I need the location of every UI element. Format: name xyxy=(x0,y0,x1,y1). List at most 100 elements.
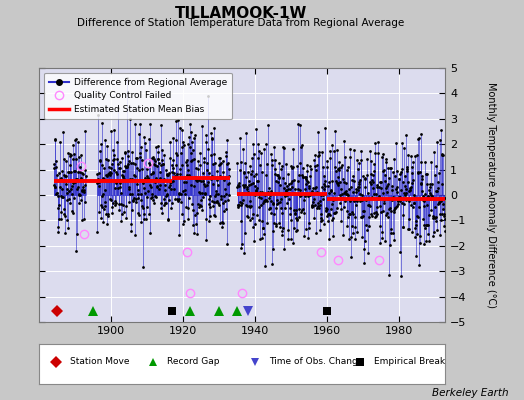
Point xyxy=(66,150,74,157)
Point xyxy=(64,225,72,231)
Point xyxy=(440,228,449,235)
Point xyxy=(119,202,127,208)
Point xyxy=(303,168,311,175)
Point xyxy=(357,214,365,220)
Point xyxy=(374,196,382,203)
Point xyxy=(361,184,369,191)
Point xyxy=(79,184,88,190)
Point xyxy=(288,164,297,171)
Point xyxy=(312,230,320,236)
Point xyxy=(221,198,229,205)
Point xyxy=(136,121,144,128)
Point xyxy=(309,199,317,205)
Point xyxy=(403,178,412,185)
Point xyxy=(319,192,328,198)
Point xyxy=(351,214,359,220)
Point xyxy=(134,187,142,193)
Point xyxy=(277,196,285,202)
Point xyxy=(320,220,328,227)
Point xyxy=(212,188,220,195)
Point xyxy=(74,199,83,206)
Point xyxy=(199,194,207,200)
Point xyxy=(206,130,215,137)
Point xyxy=(204,218,213,224)
Point xyxy=(219,220,227,226)
Point xyxy=(96,202,105,208)
Point xyxy=(124,160,133,167)
Point xyxy=(183,205,192,212)
Point xyxy=(433,179,442,185)
Point xyxy=(279,144,288,150)
Point xyxy=(373,182,381,188)
Point xyxy=(428,181,436,188)
Point xyxy=(318,217,326,224)
Point xyxy=(301,174,309,180)
Point xyxy=(104,157,112,163)
Point xyxy=(100,165,108,172)
Point xyxy=(198,174,206,181)
Point xyxy=(370,140,379,147)
Point xyxy=(61,158,70,164)
Point xyxy=(241,230,249,236)
Point xyxy=(315,148,323,155)
Point xyxy=(363,226,371,233)
Point xyxy=(391,205,400,211)
Point xyxy=(156,175,165,182)
Point xyxy=(71,179,80,185)
Point xyxy=(332,168,340,174)
Text: Berkeley Earth: Berkeley Earth xyxy=(432,388,508,398)
Point xyxy=(252,171,260,178)
Point xyxy=(245,182,254,188)
Point xyxy=(390,173,399,179)
Point xyxy=(282,186,291,193)
Point xyxy=(131,232,139,238)
Point xyxy=(245,178,253,184)
Point xyxy=(401,192,409,198)
Point xyxy=(101,199,110,205)
Point xyxy=(260,198,268,204)
Point xyxy=(427,159,435,166)
Point xyxy=(425,196,434,202)
Point xyxy=(311,152,319,158)
Point xyxy=(386,226,395,232)
Point xyxy=(55,216,63,222)
Point xyxy=(72,248,80,254)
Point xyxy=(275,219,283,226)
Point xyxy=(319,172,328,179)
Point xyxy=(405,226,413,232)
Point xyxy=(135,131,143,137)
Point xyxy=(333,180,342,186)
Point xyxy=(368,213,376,219)
Point xyxy=(315,204,323,211)
Point xyxy=(113,156,121,162)
Point xyxy=(242,130,250,136)
Point xyxy=(270,211,278,218)
Point xyxy=(93,178,102,185)
Point xyxy=(373,184,381,191)
Point xyxy=(237,218,246,224)
Point xyxy=(329,232,337,239)
Point xyxy=(215,173,224,179)
Point xyxy=(266,205,275,212)
Point xyxy=(129,172,138,178)
Point xyxy=(321,183,329,189)
Point xyxy=(310,196,319,202)
Point xyxy=(182,204,190,210)
Point xyxy=(125,198,133,205)
Point xyxy=(400,172,409,179)
Point xyxy=(54,170,63,176)
Point xyxy=(421,191,429,197)
Point xyxy=(198,190,206,196)
Point xyxy=(251,183,259,190)
Point xyxy=(123,164,131,170)
Point xyxy=(155,177,163,184)
Point xyxy=(345,186,354,192)
Point xyxy=(188,201,196,208)
Point xyxy=(159,161,167,168)
Point xyxy=(279,225,287,231)
Point xyxy=(56,176,64,182)
Point xyxy=(146,182,154,188)
Point xyxy=(346,146,355,152)
Point xyxy=(128,149,136,155)
Point xyxy=(122,164,130,170)
